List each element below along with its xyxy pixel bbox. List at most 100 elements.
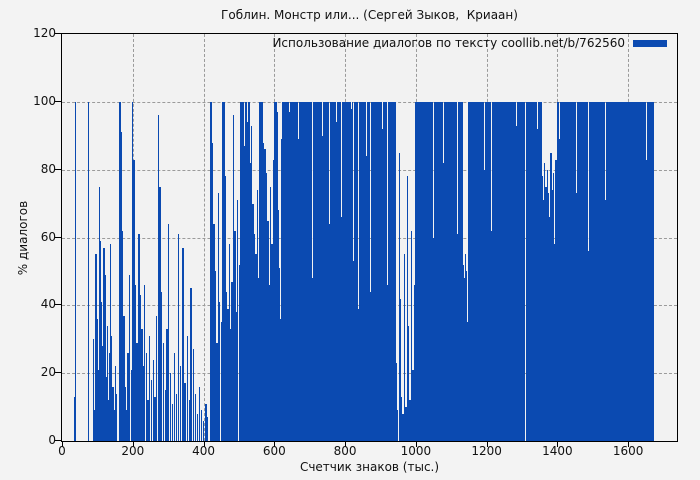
- impulse-bar: [536, 128, 539, 441]
- impulse-bar: [399, 298, 402, 441]
- impulse-bar: [281, 139, 283, 441]
- impulse-bar: [105, 376, 107, 441]
- legend: Использование диалогов по тексту coollib…: [272, 36, 667, 50]
- impulse-bar: [162, 342, 165, 441]
- impulse-bar: [430, 142, 432, 441]
- impulse-bar: [607, 101, 609, 441]
- impulse-bar: [330, 101, 332, 441]
- x-tick-label: 0: [58, 444, 66, 458]
- impulse-bar: [362, 274, 364, 441]
- impulse-bar: [124, 386, 126, 441]
- impulse-bar: [620, 101, 622, 441]
- impulse-bar: [316, 159, 319, 441]
- impulse-bar: [328, 101, 330, 441]
- impulse-bar: [463, 308, 466, 441]
- impulse-bar: [601, 101, 604, 441]
- impulse-bar: [555, 159, 557, 441]
- impulse-bar: [374, 112, 376, 441]
- impulse-bar: [571, 234, 573, 441]
- impulse-bar: [465, 291, 467, 441]
- impulse-bar: [325, 101, 327, 441]
- impulse-bar: [252, 203, 254, 441]
- impulse-bar: [524, 101, 526, 441]
- impulse-bar: [369, 291, 372, 441]
- impulse-bar: [294, 101, 297, 441]
- impulse-bar: [569, 101, 571, 441]
- impulse-bar: [115, 393, 118, 441]
- impulse-bar: [531, 101, 534, 441]
- impulse-bar: [268, 284, 270, 441]
- impulse-bar: [602, 115, 604, 441]
- impulse-bar: [443, 251, 445, 441]
- impulse-bar: [553, 173, 555, 441]
- impulse-bar: [147, 400, 149, 441]
- impulse-bar: [484, 101, 486, 441]
- impulse-bar: [361, 101, 363, 441]
- impulse-bar: [444, 101, 446, 441]
- impulse-bar: [519, 101, 521, 441]
- x-tick-mark: [132, 441, 134, 447]
- impulse-bar: [253, 234, 256, 441]
- impulse-bar: [452, 206, 454, 441]
- impulse-bar: [442, 162, 445, 441]
- impulse-bar: [240, 101, 242, 441]
- y-tick-label: 60: [40, 229, 56, 244]
- impulse-bar: [589, 125, 592, 441]
- impulse-bar: [633, 346, 635, 441]
- impulse-bar: [258, 278, 260, 441]
- impulse-bar: [332, 101, 334, 441]
- impulse-bar: [221, 101, 224, 441]
- impulse-bar: [564, 149, 566, 441]
- impulse-bar: [456, 101, 458, 441]
- impulse-bar: [321, 101, 323, 441]
- impulse-bar: [609, 101, 612, 441]
- impulse-bar: [642, 186, 644, 441]
- y-tick-mark: [55, 236, 61, 238]
- impulse-bar: [73, 396, 75, 441]
- impulse-bar: [304, 101, 307, 441]
- impulse-bar: [544, 237, 546, 441]
- impulse-bar: [366, 254, 368, 441]
- x-tick-mark: [628, 441, 630, 447]
- impulse-bar: [294, 244, 296, 441]
- impulse-bar: [485, 132, 488, 441]
- impulse-bar: [446, 101, 449, 441]
- impulse-bar: [520, 145, 522, 441]
- impulse-bar: [324, 179, 326, 441]
- impulse-bar: [432, 237, 435, 441]
- impulse-bar: [487, 101, 489, 441]
- impulse-bar: [168, 223, 170, 441]
- impulse-bar: [388, 139, 390, 441]
- impulse-bar: [421, 223, 423, 441]
- impulse-bar: [451, 101, 454, 441]
- x-tick-mark: [345, 441, 347, 447]
- impulse-bar: [545, 186, 547, 441]
- impulse-bar: [392, 101, 395, 441]
- impulse-bar: [637, 101, 639, 441]
- impulse-bar: [540, 152, 542, 441]
- impulse-bar: [570, 101, 573, 441]
- impulse-bar: [437, 101, 439, 441]
- impulse-bar: [617, 176, 619, 441]
- impulse-bar: [563, 101, 566, 441]
- impulse-bar: [244, 101, 246, 441]
- impulse-bar: [416, 101, 418, 441]
- impulse-bar: [528, 101, 530, 441]
- impulse-bar: [534, 101, 536, 441]
- impulse-bar: [517, 101, 520, 441]
- impulse-bar: [394, 101, 397, 441]
- impulse-bar: [503, 118, 505, 441]
- impulse-bar: [631, 166, 633, 441]
- impulse-bar: [227, 308, 229, 441]
- impulse-bar: [492, 145, 495, 441]
- impulse-bar: [378, 101, 380, 441]
- impulse-bar: [431, 101, 433, 441]
- impulse-bar: [396, 363, 398, 441]
- impulse-bar: [417, 101, 420, 441]
- y-tick-label: 100: [33, 93, 56, 108]
- impulse-bar: [358, 101, 360, 441]
- impulse-bar: [406, 176, 408, 441]
- impulse-bar: [513, 156, 515, 441]
- impulse-bar: [379, 203, 381, 441]
- impulse-bar: [462, 264, 464, 441]
